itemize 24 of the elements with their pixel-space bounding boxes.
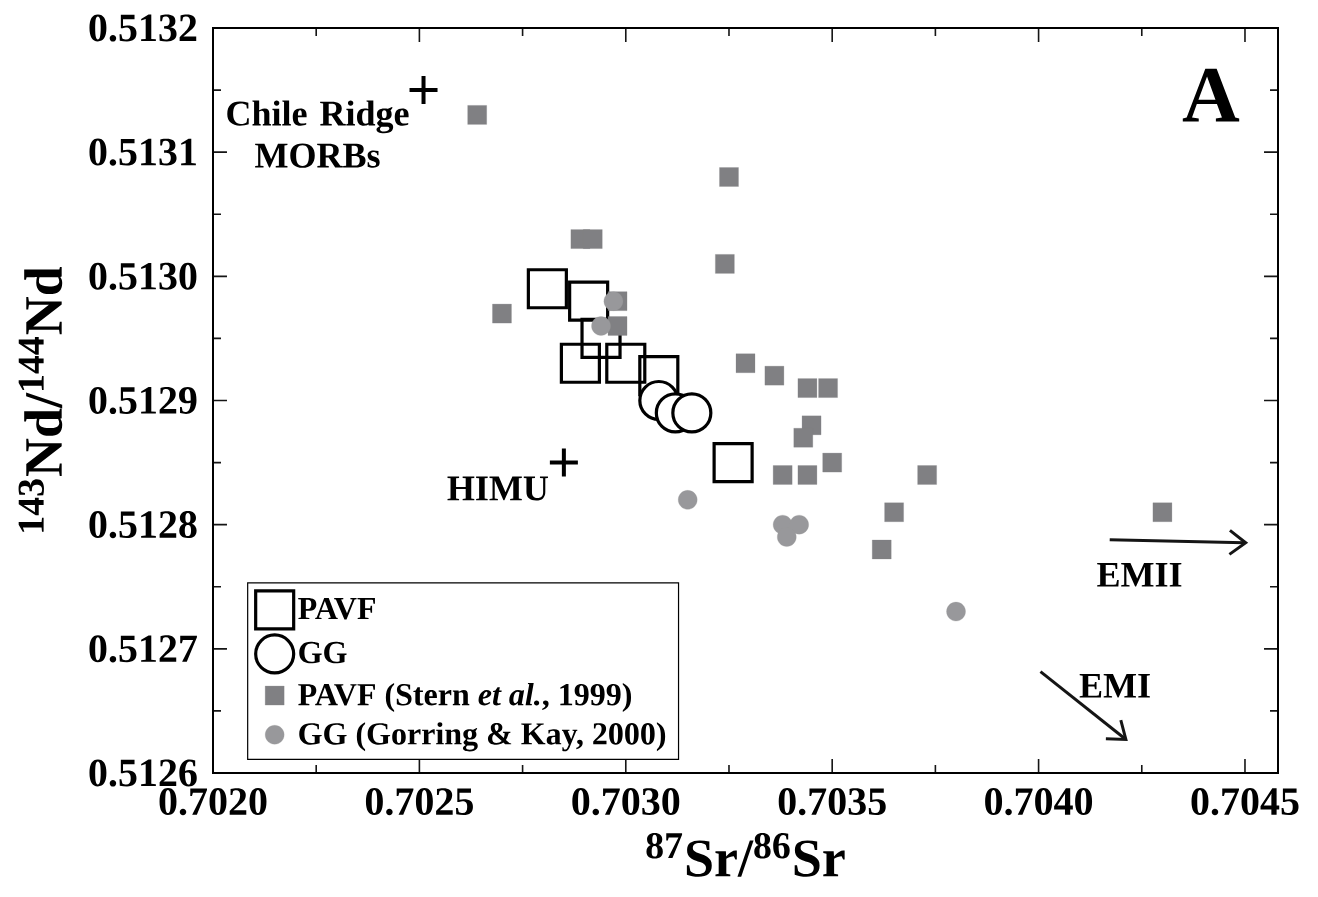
legend-label: PAVF (Stern et al., 1999) [298,682,632,712]
annotation: A [1182,68,1240,122]
y-tick-label: 0.5126 [89,759,197,787]
legend-label: PAVF [298,597,375,620]
annotation: EMI [1079,674,1150,698]
y-tick-label: 0.5132 [89,14,197,42]
legend-label: GG [299,641,347,664]
x-tick-label: 0.7025 [365,788,473,816]
y-tick-label: 0.5130 [89,262,197,290]
y-tick-label: 0.5128 [89,511,197,539]
x-tick-label: 0.7040 [985,788,1093,816]
y-tick-label: 0.5127 [89,635,197,663]
y-tick-label: 0.5129 [89,386,197,415]
annotation: HIMU [447,476,548,501]
x-tick-label: 0.7045 [1191,788,1299,816]
x-tick-label: 0.7020 [159,788,267,816]
legend-label: GG (Gorring & Kay, 2000) [299,722,666,752]
x-tick-label: 0.7035 [778,788,886,816]
annotation: Chile Ridge MORBs [227,100,409,168]
annotation: EMII [1097,563,1182,587]
y-axis-title: $^{143}$Nd/$^{144}$Nd [18,266,63,532]
x-tick-label: 0.7030 [572,788,680,816]
y-tick-label: 0.5131 [89,138,196,166]
x-axis-title: $^{87}$Sr/$^{86}$Sr [646,832,845,877]
